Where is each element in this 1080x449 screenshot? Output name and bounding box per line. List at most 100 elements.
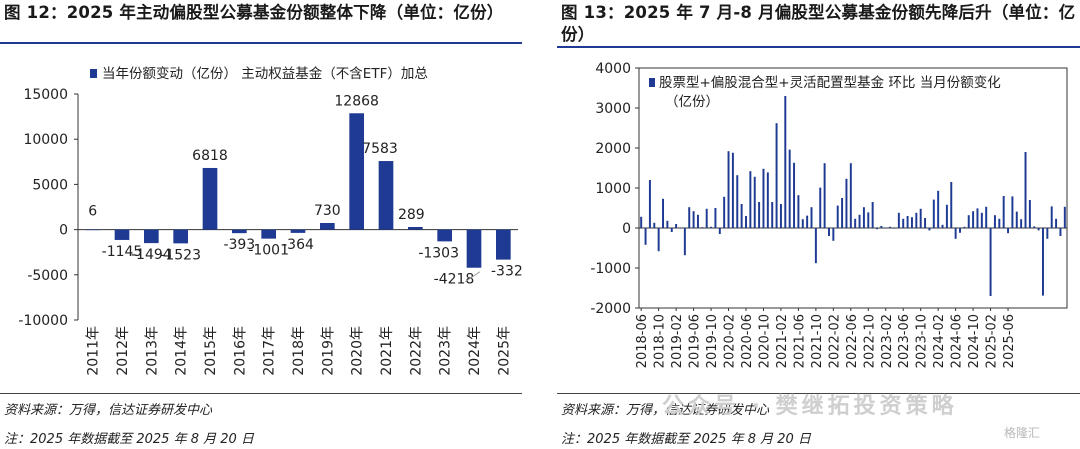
left-title-rule <box>0 42 522 44</box>
bar <box>85 229 100 231</box>
y-tick-label: 0 <box>59 223 68 239</box>
bar <box>718 228 721 234</box>
y-tick-label: 15000 <box>23 87 68 103</box>
bar <box>771 202 774 228</box>
x-tick-label: 2019-06 <box>688 314 703 368</box>
bar <box>858 214 861 228</box>
bar <box>688 207 691 228</box>
bar <box>740 204 743 228</box>
bar <box>959 228 961 233</box>
bar <box>1007 228 1010 234</box>
bar <box>980 212 983 228</box>
data-label: -1303 <box>418 245 459 261</box>
legend-label: 股票型+偏股混合型+灵活配置型基金 环比 当月份额变化 <box>659 74 1001 91</box>
bar <box>232 229 247 234</box>
bar <box>1041 228 1044 296</box>
bar <box>775 123 778 228</box>
bar <box>823 163 826 228</box>
y-tick-label: -5000 <box>27 268 68 284</box>
bar <box>945 204 948 228</box>
bar <box>736 175 739 228</box>
data-label: -1145 <box>102 244 143 260</box>
data-label: 12868 <box>334 93 379 109</box>
left-figure-title: 图 12：2025 年主动偏股型公募基金份额整体下降（单位：亿份） <box>4 3 504 22</box>
bar <box>714 208 717 228</box>
bar <box>779 204 782 228</box>
bar <box>876 228 879 230</box>
bar <box>788 149 791 228</box>
right-figure: 图 13：2025 年 7 月-8 月偏股型公募基金份额先降后升（单位：亿份） … <box>557 0 1080 449</box>
bar <box>408 226 423 230</box>
bar <box>832 228 835 241</box>
bar <box>889 226 892 228</box>
bar <box>670 228 673 232</box>
bar <box>871 202 874 228</box>
bar <box>766 172 769 228</box>
left-footer-rule <box>0 393 522 394</box>
legend-label: 当年份额变动（亿份） 主动权益基金（不含ETF）加总 <box>102 65 428 82</box>
x-tick-label: 2022-06 <box>845 314 860 368</box>
bar <box>976 208 979 228</box>
watermark: 公众号 · 樊继拓投资策略 <box>662 394 958 419</box>
bar <box>924 218 927 228</box>
bar <box>675 224 678 228</box>
bar <box>731 152 734 228</box>
bar <box>841 198 844 228</box>
bar <box>1050 206 1053 228</box>
bar <box>496 229 511 260</box>
bar <box>701 227 704 228</box>
x-tick-label: 2021-06 <box>792 314 807 368</box>
bar <box>705 208 708 228</box>
x-tick-label: 2020年 <box>350 326 366 376</box>
right-footer-rule <box>557 393 1080 394</box>
bar <box>880 226 883 228</box>
x-tick-label: 2022-10 <box>862 314 877 368</box>
x-tick-label: 2018-06 <box>635 314 650 368</box>
bar <box>819 187 822 228</box>
y-tick-label: 10000 <box>23 132 68 148</box>
x-tick-label: 2011年 <box>86 326 102 376</box>
bar <box>437 229 452 242</box>
data-label: -393 <box>223 237 255 253</box>
x-tick-label: 2015年 <box>203 326 219 376</box>
x-tick-label: 2016年 <box>232 326 248 376</box>
bar <box>749 171 752 228</box>
bar <box>784 96 787 228</box>
bar <box>1020 219 1023 228</box>
bar <box>144 229 159 244</box>
bar <box>710 226 713 228</box>
bar <box>1046 228 1049 239</box>
bar <box>928 228 931 231</box>
right-chart: -2000 -1000 0 1000 2000 3000 4000 股票型+偏股混合型+灵活配… <box>590 61 1068 368</box>
bar <box>827 228 830 236</box>
bar <box>202 167 218 230</box>
data-label: 289 <box>398 207 425 223</box>
data-label: -1523 <box>160 247 201 263</box>
bar <box>893 228 896 229</box>
bar <box>762 168 765 228</box>
data-label: 6 <box>88 204 97 220</box>
x-tick-label: 2012年 <box>115 326 131 376</box>
bar <box>653 222 656 228</box>
left-source: 资料来源：万得，信达证券研发中心 <box>4 403 213 418</box>
data-label: 730 <box>314 203 341 219</box>
bar <box>1011 196 1014 228</box>
x-tick-label: 2021年 <box>379 326 395 376</box>
data-label: 7583 <box>362 141 398 157</box>
data-label: -3321 <box>491 264 522 280</box>
bar <box>466 229 482 268</box>
bar <box>657 228 660 252</box>
bar <box>910 217 913 228</box>
bar <box>1002 196 1005 228</box>
y-tick-label: 5000 <box>32 177 68 193</box>
bar <box>902 218 905 228</box>
y-tick-label: -1000 <box>590 261 631 277</box>
bar <box>683 228 686 256</box>
left-note: 注：2025 年数据截至 2025 年 8 月 20 日 <box>4 432 254 447</box>
bar <box>836 205 839 228</box>
bar <box>867 212 870 228</box>
x-tick-label: 2019-02 <box>670 314 685 368</box>
bar <box>745 216 747 228</box>
bar <box>1059 228 1062 236</box>
bar <box>862 207 865 228</box>
